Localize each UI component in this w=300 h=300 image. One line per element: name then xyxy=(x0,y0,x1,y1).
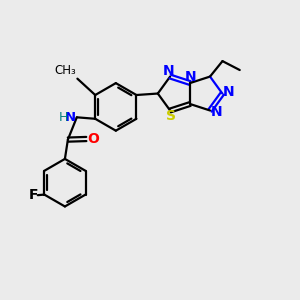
Text: CH₃: CH₃ xyxy=(54,64,76,76)
Text: N: N xyxy=(223,85,235,99)
Text: N: N xyxy=(163,64,175,78)
Text: O: O xyxy=(87,132,99,146)
Text: N: N xyxy=(211,105,222,119)
Text: S: S xyxy=(166,109,176,123)
Text: N: N xyxy=(65,110,76,124)
Text: H: H xyxy=(59,110,68,124)
Text: F: F xyxy=(28,188,38,202)
Text: N: N xyxy=(184,70,196,84)
